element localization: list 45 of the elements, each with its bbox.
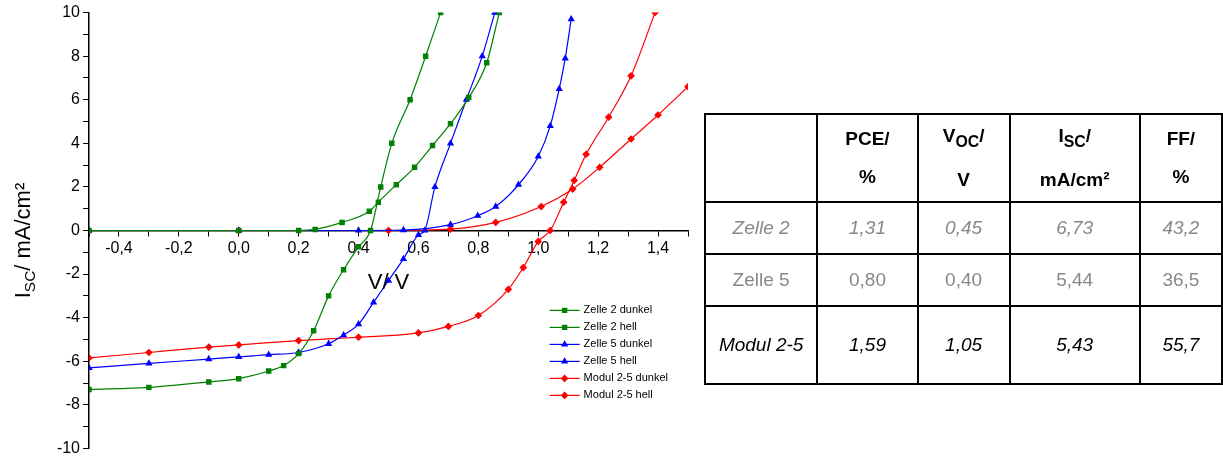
- y-tick-label: 10: [62, 3, 81, 21]
- text: 6,73: [1056, 216, 1094, 238]
- legend-label: Zelle 2 hell: [583, 320, 637, 333]
- x-tick-label: 0,6: [407, 238, 430, 256]
- y-tick-label: -6: [65, 351, 81, 369]
- category-label: V$_{OC}$/ V: [942, 125, 985, 190]
- legend-label: Zelle 2 dunkel: [583, 303, 653, 316]
- y-tick-label: 6: [71, 90, 81, 108]
- x-tick-label: -0,2: [165, 238, 193, 256]
- y-tick-label: 4: [71, 133, 81, 151]
- legend-label: Modul 2-5 dunkel: [583, 371, 669, 384]
- x-tick-label: 0,2: [287, 238, 310, 256]
- y-tick-label: 2: [71, 177, 81, 195]
- category-label: Zelle 5: [732, 268, 790, 290]
- text: 1,31: [848, 216, 886, 238]
- category-label: FF/ %: [1139, 114, 1222, 202]
- y-tick-label: -10: [56, 438, 81, 456]
- category-label: Zelle 2: [732, 216, 790, 238]
- x-tick-label: 0,8: [467, 238, 490, 256]
- text: 43,2: [1162, 216, 1200, 238]
- text: 0,80: [848, 268, 886, 290]
- y-tick-label: 0: [71, 220, 81, 238]
- category-label: Modul 2-5: [718, 333, 804, 355]
- text: 55,7: [1162, 333, 1200, 355]
- y-tick-label: -4: [65, 308, 81, 326]
- legend-label: Zelle 5 dunkel: [583, 337, 653, 350]
- x-tick-label: 1,4: [646, 238, 670, 256]
- x-tick-label: 1,2: [587, 238, 610, 256]
- category-label: PCE/ %: [817, 114, 918, 202]
- y-tick-label: 8: [71, 46, 81, 64]
- text: 0,40: [945, 268, 983, 290]
- text: 1,05: [945, 333, 983, 355]
- text: 5,43: [1056, 333, 1094, 355]
- x-tick-label: -0,4: [105, 238, 133, 256]
- category-label: I$_{SC}$/ mA/cm²: [1039, 125, 1110, 190]
- y-tick-label: -8: [65, 395, 81, 413]
- text: 0,45: [945, 216, 983, 238]
- text: 1,59: [848, 333, 886, 355]
- legend-label: Modul 2-5 hell: [583, 388, 653, 401]
- y-axis-title: ISC/ mA/cm²: [10, 182, 38, 299]
- text: 5,44: [1056, 268, 1094, 290]
- legend-label: Zelle 5 hell: [583, 354, 637, 367]
- y-tick-label: -2: [65, 264, 81, 282]
- text: 36,5: [1162, 268, 1200, 290]
- x-tick-label: 0,0: [227, 238, 250, 256]
